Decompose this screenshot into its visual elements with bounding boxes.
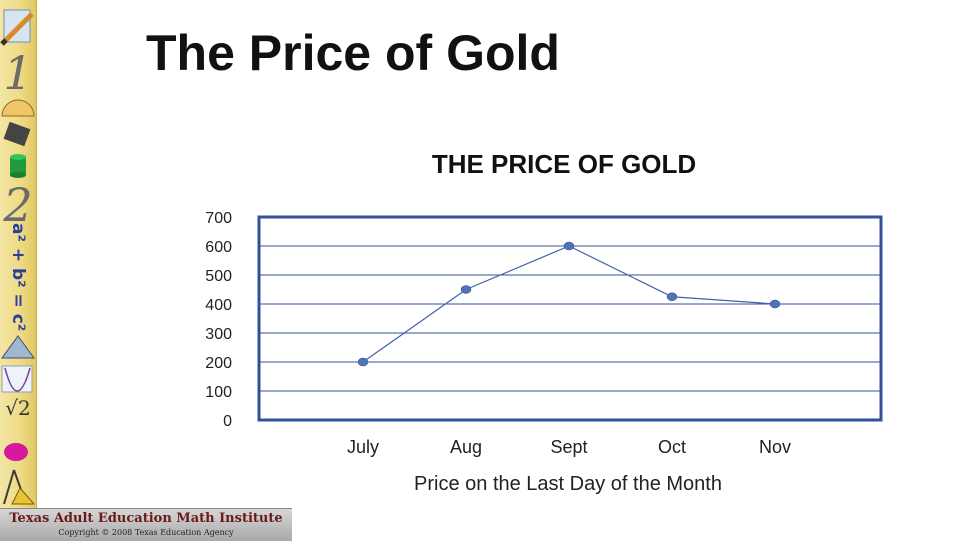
parabola-icon bbox=[1, 365, 33, 393]
chart-title: THE PRICE OF GOLD bbox=[432, 149, 696, 179]
data-point bbox=[460, 285, 472, 294]
plot-frame bbox=[257, 215, 883, 422]
x-tick-label: Sept bbox=[550, 437, 587, 457]
cylinder-icon bbox=[10, 154, 26, 178]
calculator-icon bbox=[3, 122, 31, 147]
decorative-sidebar: 1 2 a² + b² = c² √2 bbox=[0, 0, 37, 508]
pythagorean-formula: a² + b² = c² bbox=[8, 222, 28, 332]
x-tick-label: Nov bbox=[759, 437, 791, 457]
slide-title: The Price of Gold bbox=[146, 25, 560, 81]
numeral-two: 2 bbox=[3, 178, 33, 232]
triangle-icon bbox=[1, 335, 35, 359]
x-tick-label: Oct bbox=[658, 437, 686, 457]
y-tick-label: 200 bbox=[205, 355, 232, 372]
numeral-one: 1 bbox=[3, 46, 33, 100]
x-tick-label: July bbox=[347, 437, 379, 457]
compass-icon bbox=[3, 469, 36, 505]
y-tick-label: 400 bbox=[205, 297, 232, 314]
data-point bbox=[769, 299, 781, 309]
copyright-notice: Copyright © 2008 Texas Education Agency bbox=[58, 528, 234, 537]
ellipse-icon bbox=[4, 443, 28, 461]
protractor-icon bbox=[1, 99, 35, 117]
data-point bbox=[357, 357, 369, 367]
y-tick-label: 600 bbox=[205, 239, 232, 256]
footer-banner: Texas Adult Education Math Institute Cop… bbox=[0, 508, 292, 541]
y-tick-label: 100 bbox=[205, 384, 232, 401]
data-point bbox=[666, 292, 678, 301]
square-root-label: √2 bbox=[5, 396, 31, 420]
x-axis-label: Price on the Last Day of the Month bbox=[414, 473, 722, 495]
institute-name: Texas Adult Education Math Institute bbox=[9, 511, 283, 526]
y-tick-label: 300 bbox=[205, 326, 232, 343]
y-tick-label: 0 bbox=[223, 413, 232, 430]
data-point bbox=[563, 241, 575, 251]
y-tick-label: 700 bbox=[205, 210, 232, 227]
pencil-icon bbox=[0, 9, 34, 46]
x-tick-label: Aug bbox=[450, 437, 482, 457]
y-tick-label: 500 bbox=[205, 268, 232, 285]
